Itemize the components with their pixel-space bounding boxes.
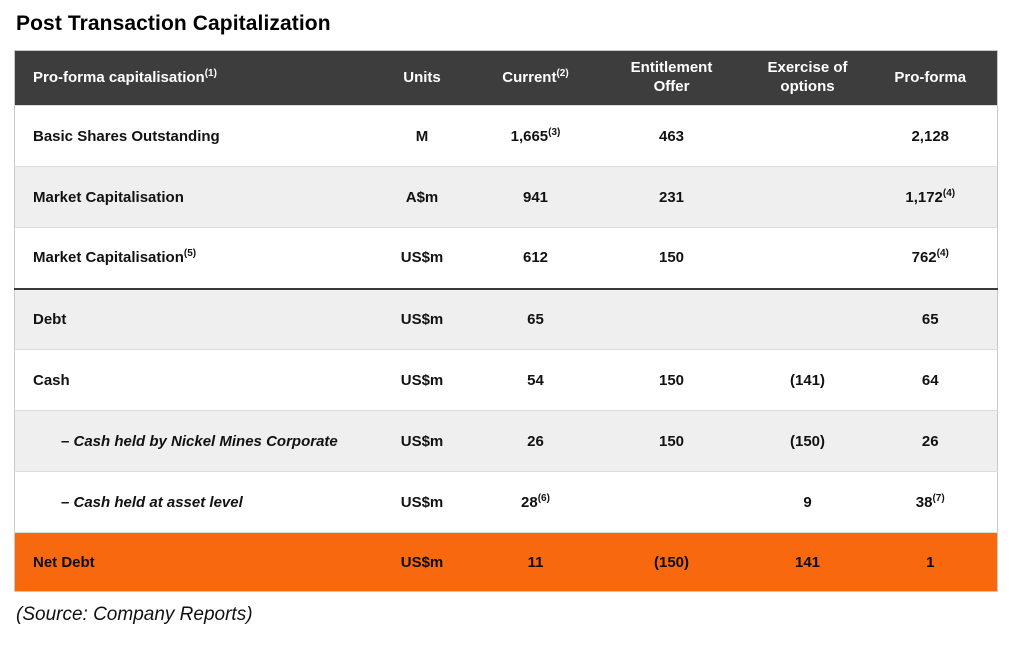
cell-pro-forma: 762(4) [863,227,998,289]
cell-pro-forma: 1,172(4) [863,166,998,228]
table-header: Pro-forma capitalisation(1) Units Curren… [14,50,998,106]
cell-pro-forma: 38(7) [863,471,998,533]
cell-pro-forma: 1 [863,532,998,592]
cell-current: 941 [479,166,592,228]
table-row-net-debt: Net Debt US$m 11 (150) 141 1 [14,532,998,592]
footnote-sup: (4) [942,187,956,199]
col-header-label: Entitlement Offer [630,59,713,95]
page-title: Post Transaction Capitalization [16,12,331,35]
capitalization-table: Pro-forma capitalisation(1) Units Curren… [14,50,998,592]
cell-exercise-options [751,287,864,350]
footnote-sup: (5) [183,248,197,260]
cell-units: US$m [364,410,480,472]
cell-exercise-options [751,166,864,228]
table-body: Basic Shares Outstanding M 1,665(3) 463 … [14,105,998,592]
cell-units: US$m [364,227,480,289]
footnote-sup: (4) [936,248,949,260]
cell-units: US$m [364,471,480,533]
table-row-cash-held-at-asset-level: – Cash held at asset level US$m 28(6) 9 … [14,471,998,533]
cell-units: A$m [364,166,480,228]
cell-current: 26 [479,410,592,472]
row-label: Market Capitalisation(5) [14,227,365,289]
row-label: Basic Shares Outstanding [14,105,365,167]
cell-current: 612 [479,227,592,289]
cell-entitlement-offer: 463 [591,105,752,167]
row-label: – Cash held at asset level [14,471,365,533]
source-citation: (Source: Company Reports) [16,604,253,625]
table-row-market-capitalisation-usdm: Market Capitalisation(5) US$m 612 150 76… [14,227,998,289]
cell-entitlement-offer [591,287,752,350]
cell-exercise-options: 141 [751,532,864,592]
footnote-sup: (2) [556,67,569,79]
col-header-proforma-capitalisation: Pro-forma capitalisation(1) [14,50,365,106]
footnote-sup: (1) [204,67,217,79]
col-header-entitlement-offer: Entitlement Offer [591,50,752,106]
cell-current: 65 [479,287,592,350]
cell-pro-forma: 26 [863,410,998,472]
cell-entitlement-offer: 150 [591,410,752,472]
table-row-basic-shares-outstanding: Basic Shares Outstanding M 1,665(3) 463 … [14,105,998,167]
header-row: Pro-forma capitalisation(1) Units Curren… [14,50,998,106]
cell-pro-forma: 2,128 [863,105,998,167]
row-label: Market Capitalisation [14,166,365,228]
table-row-cash-held-by-nickel-mines-corporate: – Cash held by Nickel Mines Corporate US… [14,410,998,472]
row-label: Debt [14,287,365,350]
col-header-units: Units [364,50,480,106]
cell-units: M [364,105,480,167]
cell-current: 11 [479,532,592,592]
cell-exercise-options: (141) [751,349,864,411]
cell-pro-forma: 64 [863,349,998,411]
cell-entitlement-offer: 150 [591,227,752,289]
col-header-label: Units [403,68,441,86]
cell-pro-forma: 65 [863,287,998,350]
cell-units: US$m [364,532,480,592]
cell-exercise-options [751,227,864,289]
page: Post Transaction Capitalization Pro-form… [14,12,998,625]
cell-exercise-options: (150) [751,410,864,472]
cell-entitlement-offer: 231 [591,166,752,228]
col-header-current: Current(2) [479,50,592,106]
cell-entitlement-offer: (150) [591,532,752,592]
row-label: Net Debt [14,532,365,592]
footnote-sup: (3) [548,126,561,138]
col-header-label: Current [502,68,557,86]
col-header-label: Exercise of options [767,59,848,95]
footnote-sup: (7) [932,492,945,504]
cell-current: 54 [479,349,592,411]
cell-entitlement-offer [591,471,752,533]
row-label: Cash [14,349,365,411]
row-label: – Cash held by Nickel Mines Corporate [14,410,365,472]
col-header-label: Pro-forma [894,68,967,86]
footnote-sup: (6) [537,492,550,504]
col-header-pro-forma: Pro-forma [863,50,998,106]
col-header-exercise-of-options: Exercise of options [751,50,864,106]
cell-current: 28(6) [479,471,592,533]
cell-exercise-options: 9 [751,471,864,533]
cell-units: US$m [364,287,480,350]
table-row-cash: Cash US$m 54 150 (141) 64 [14,349,998,411]
cell-units: US$m [364,349,480,411]
cell-entitlement-offer: 150 [591,349,752,411]
cell-exercise-options [751,105,864,167]
table-row-market-capitalisation-asm: Market Capitalisation A$m 941 231 1,172(… [14,166,998,228]
col-header-label: Pro-forma capitalisation [33,68,205,86]
table-row-debt: Debt US$m 65 65 [14,287,998,350]
cell-current: 1,665(3) [479,105,592,167]
